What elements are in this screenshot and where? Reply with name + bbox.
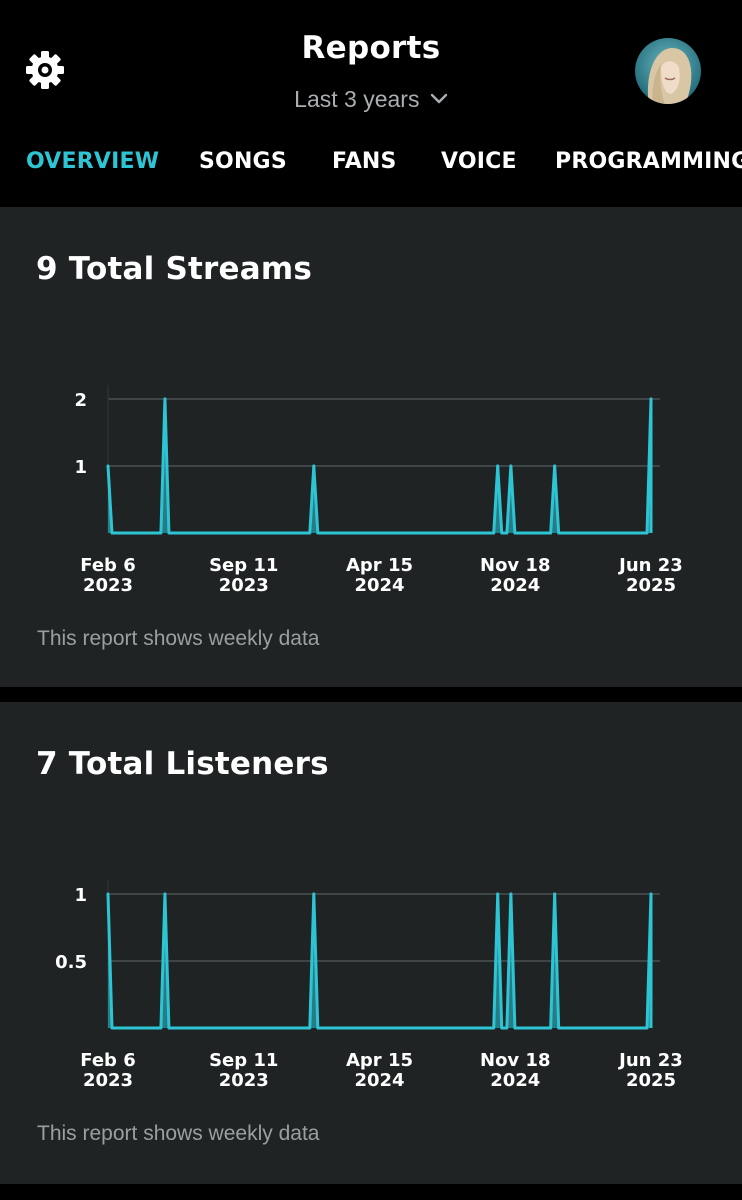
avatar[interactable] bbox=[635, 38, 701, 104]
series-line bbox=[106, 892, 653, 1030]
tab-voice[interactable]: VOICE bbox=[441, 149, 517, 174]
y-tick-label: 1 bbox=[74, 885, 87, 906]
x-tick-year: 2024 bbox=[354, 1070, 404, 1091]
data-point bbox=[106, 892, 110, 896]
tab-programming[interactable]: PROGRAMMING bbox=[555, 149, 742, 174]
streams-title: 9 Total Streams bbox=[36, 251, 312, 287]
data-point bbox=[312, 464, 316, 468]
page-title: Reports bbox=[301, 30, 441, 66]
tab-songs[interactable]: SONGS bbox=[199, 149, 287, 174]
date-range-dropdown[interactable]: Last 3 years bbox=[0, 86, 742, 113]
x-tick-year: 2024 bbox=[490, 575, 540, 596]
streams-card: 9 Total Streams 1 2 Feb 6 2023 Sep 11 2023 Apr… bbox=[0, 207, 742, 687]
x-tick-year: 2025 bbox=[626, 1070, 676, 1091]
x-tick-label: Apr 15 bbox=[346, 1050, 413, 1071]
report-tabs: OVERVIEW SONGS FANS VOICE PROGRAMMING bbox=[0, 140, 742, 207]
x-tick-label: Feb 6 bbox=[80, 555, 135, 576]
x-tick-year: 2025 bbox=[626, 575, 676, 596]
x-tick-label: Sep 11 bbox=[209, 555, 278, 576]
x-tick-year: 2023 bbox=[219, 1070, 269, 1091]
chevron-down-icon bbox=[430, 93, 448, 104]
app-header: Reports Last 3 years bbox=[0, 0, 742, 140]
x-tick-year: 2023 bbox=[83, 1070, 133, 1091]
y-tick-label: 1 bbox=[74, 457, 87, 478]
data-point bbox=[163, 892, 167, 896]
x-tick-label: Sep 11 bbox=[209, 1050, 278, 1071]
tab-overview[interactable]: OVERVIEW bbox=[26, 149, 160, 174]
x-tick-year: 2024 bbox=[490, 1070, 540, 1091]
streams-note: This report shows weekly data bbox=[37, 627, 320, 650]
data-point bbox=[553, 464, 557, 468]
x-tick-label: Jun 23 bbox=[617, 555, 683, 576]
x-tick-label: Nov 18 bbox=[480, 1050, 550, 1071]
data-point bbox=[509, 464, 513, 468]
gear-icon[interactable] bbox=[23, 48, 67, 92]
data-point bbox=[496, 464, 500, 468]
x-tick-label: Apr 15 bbox=[346, 555, 413, 576]
x-tick-year: 2023 bbox=[83, 575, 133, 596]
data-point bbox=[106, 464, 110, 468]
x-tick-label: Jun 23 bbox=[617, 1050, 683, 1071]
data-point bbox=[496, 892, 500, 896]
x-tick-year: 2023 bbox=[219, 575, 269, 596]
y-tick-label: 0.5 bbox=[55, 952, 87, 973]
data-point bbox=[553, 892, 557, 896]
data-point bbox=[649, 892, 653, 896]
date-range-label: Last 3 years bbox=[294, 86, 420, 112]
y-tick-label: 2 bbox=[74, 390, 87, 411]
data-point bbox=[312, 892, 316, 896]
x-tick-label: Nov 18 bbox=[480, 555, 550, 576]
data-point bbox=[649, 397, 653, 401]
listeners-title: 7 Total Listeners bbox=[36, 746, 329, 782]
tab-fans[interactable]: FANS bbox=[332, 149, 397, 174]
listeners-card: 7 Total Listeners 0.5 1 Feb 6 2023 Sep 11 202… bbox=[0, 702, 742, 1184]
data-point bbox=[509, 892, 513, 896]
x-tick-label: Feb 6 bbox=[80, 1050, 135, 1071]
series-line bbox=[106, 397, 653, 535]
x-tick-year: 2024 bbox=[354, 575, 404, 596]
data-point bbox=[163, 397, 167, 401]
listeners-note: This report shows weekly data bbox=[37, 1122, 320, 1145]
